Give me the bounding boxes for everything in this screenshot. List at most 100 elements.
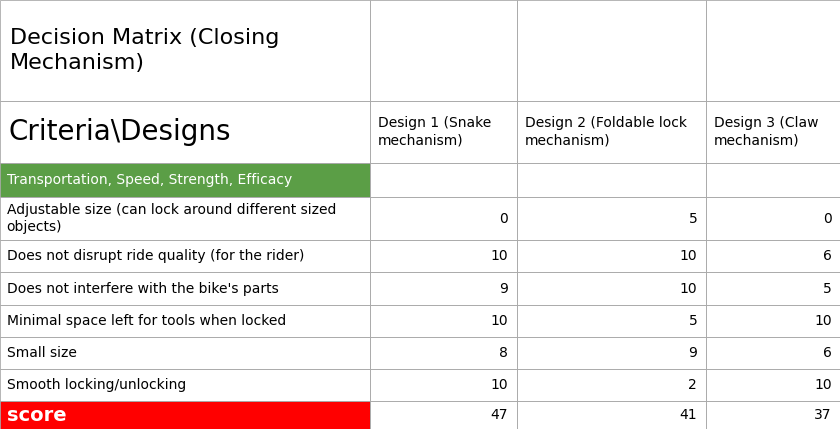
Bar	[370, 272, 517, 305]
Text: Adjustable size (can lock around different sized
objects): Adjustable size (can lock around differe…	[7, 203, 336, 234]
Text: 8: 8	[499, 346, 508, 360]
Bar	[517, 369, 706, 401]
Bar	[370, 163, 517, 197]
Bar	[706, 272, 840, 305]
Bar	[0, 240, 370, 272]
Bar	[0, 337, 370, 369]
Bar	[0, 101, 370, 163]
Text: 37: 37	[814, 408, 832, 422]
Bar	[517, 240, 706, 272]
Bar	[706, 337, 840, 369]
Text: Small size: Small size	[7, 346, 76, 360]
Text: 10: 10	[814, 378, 832, 392]
Bar	[0, 272, 370, 305]
Bar	[706, 163, 840, 197]
Bar	[0, 305, 370, 337]
Text: score: score	[7, 405, 66, 425]
Bar	[706, 369, 840, 401]
Text: 5: 5	[823, 281, 832, 296]
Bar	[370, 369, 517, 401]
Bar	[706, 197, 840, 240]
Bar	[706, 163, 840, 197]
Bar	[706, 240, 840, 272]
Bar	[517, 305, 706, 337]
Bar	[517, 101, 706, 163]
Text: Design 2 (Foldable lock
mechanism): Design 2 (Foldable lock mechanism)	[525, 116, 687, 148]
Bar	[0, 272, 370, 305]
Bar	[370, 401, 517, 429]
Bar	[0, 401, 370, 429]
Bar	[517, 101, 706, 163]
Bar	[370, 0, 517, 101]
Bar	[706, 240, 840, 272]
Bar	[517, 305, 706, 337]
Bar	[370, 163, 517, 197]
Text: 6: 6	[822, 346, 832, 360]
Text: Smooth locking/unlocking: Smooth locking/unlocking	[7, 378, 186, 392]
Text: Design 1 (Snake
mechanism): Design 1 (Snake mechanism)	[378, 116, 491, 148]
Text: Does not interfere with the bike's parts: Does not interfere with the bike's parts	[7, 281, 279, 296]
Bar	[517, 369, 706, 401]
Bar	[706, 305, 840, 337]
Text: 5: 5	[689, 314, 697, 328]
Bar	[0, 240, 370, 272]
Bar	[370, 369, 517, 401]
Bar	[706, 0, 840, 101]
Bar	[517, 272, 706, 305]
Text: 10: 10	[680, 281, 697, 296]
Bar	[370, 272, 517, 305]
Bar	[517, 163, 706, 197]
Bar	[0, 101, 370, 163]
Text: 10: 10	[814, 314, 832, 328]
Bar	[517, 0, 706, 101]
Bar	[517, 401, 706, 429]
Bar	[706, 0, 840, 101]
Bar	[370, 305, 517, 337]
Text: Decision Matrix (Closing
Mechanism): Decision Matrix (Closing Mechanism)	[10, 28, 280, 73]
Text: 10: 10	[491, 378, 508, 392]
Bar	[517, 197, 706, 240]
Bar	[0, 0, 370, 101]
Bar	[370, 101, 517, 163]
Bar	[517, 272, 706, 305]
Bar	[706, 337, 840, 369]
Bar	[0, 197, 370, 240]
Text: 9: 9	[499, 281, 508, 296]
Bar	[370, 240, 517, 272]
Bar	[0, 197, 370, 240]
Bar	[370, 337, 517, 369]
Text: 5: 5	[689, 212, 697, 226]
Bar	[370, 240, 517, 272]
Text: 10: 10	[491, 249, 508, 263]
Text: 0: 0	[823, 212, 832, 226]
Text: 10: 10	[680, 249, 697, 263]
Bar	[370, 0, 517, 101]
Bar	[0, 337, 370, 369]
Bar	[517, 337, 706, 369]
Bar	[0, 0, 370, 101]
Bar	[706, 401, 840, 429]
Text: Criteria\Designs: Criteria\Designs	[8, 118, 231, 146]
Bar	[517, 163, 706, 197]
Bar	[517, 197, 706, 240]
Bar	[706, 369, 840, 401]
Bar	[517, 0, 706, 101]
Bar	[517, 240, 706, 272]
Bar	[706, 272, 840, 305]
Bar	[0, 163, 370, 197]
Bar	[706, 401, 840, 429]
Text: Does not disrupt ride quality (for the rider): Does not disrupt ride quality (for the r…	[7, 249, 304, 263]
Bar	[370, 305, 517, 337]
Bar	[370, 337, 517, 369]
Bar	[0, 401, 370, 429]
Text: Minimal space left for tools when locked: Minimal space left for tools when locked	[7, 314, 286, 328]
Bar	[370, 197, 517, 240]
Text: 9: 9	[688, 346, 697, 360]
Text: Design 3 (Claw
mechanism): Design 3 (Claw mechanism)	[714, 116, 818, 148]
Bar	[0, 369, 370, 401]
Text: 0: 0	[500, 212, 508, 226]
Text: 41: 41	[680, 408, 697, 422]
Bar	[706, 101, 840, 163]
Text: 2: 2	[689, 378, 697, 392]
Bar	[517, 401, 706, 429]
